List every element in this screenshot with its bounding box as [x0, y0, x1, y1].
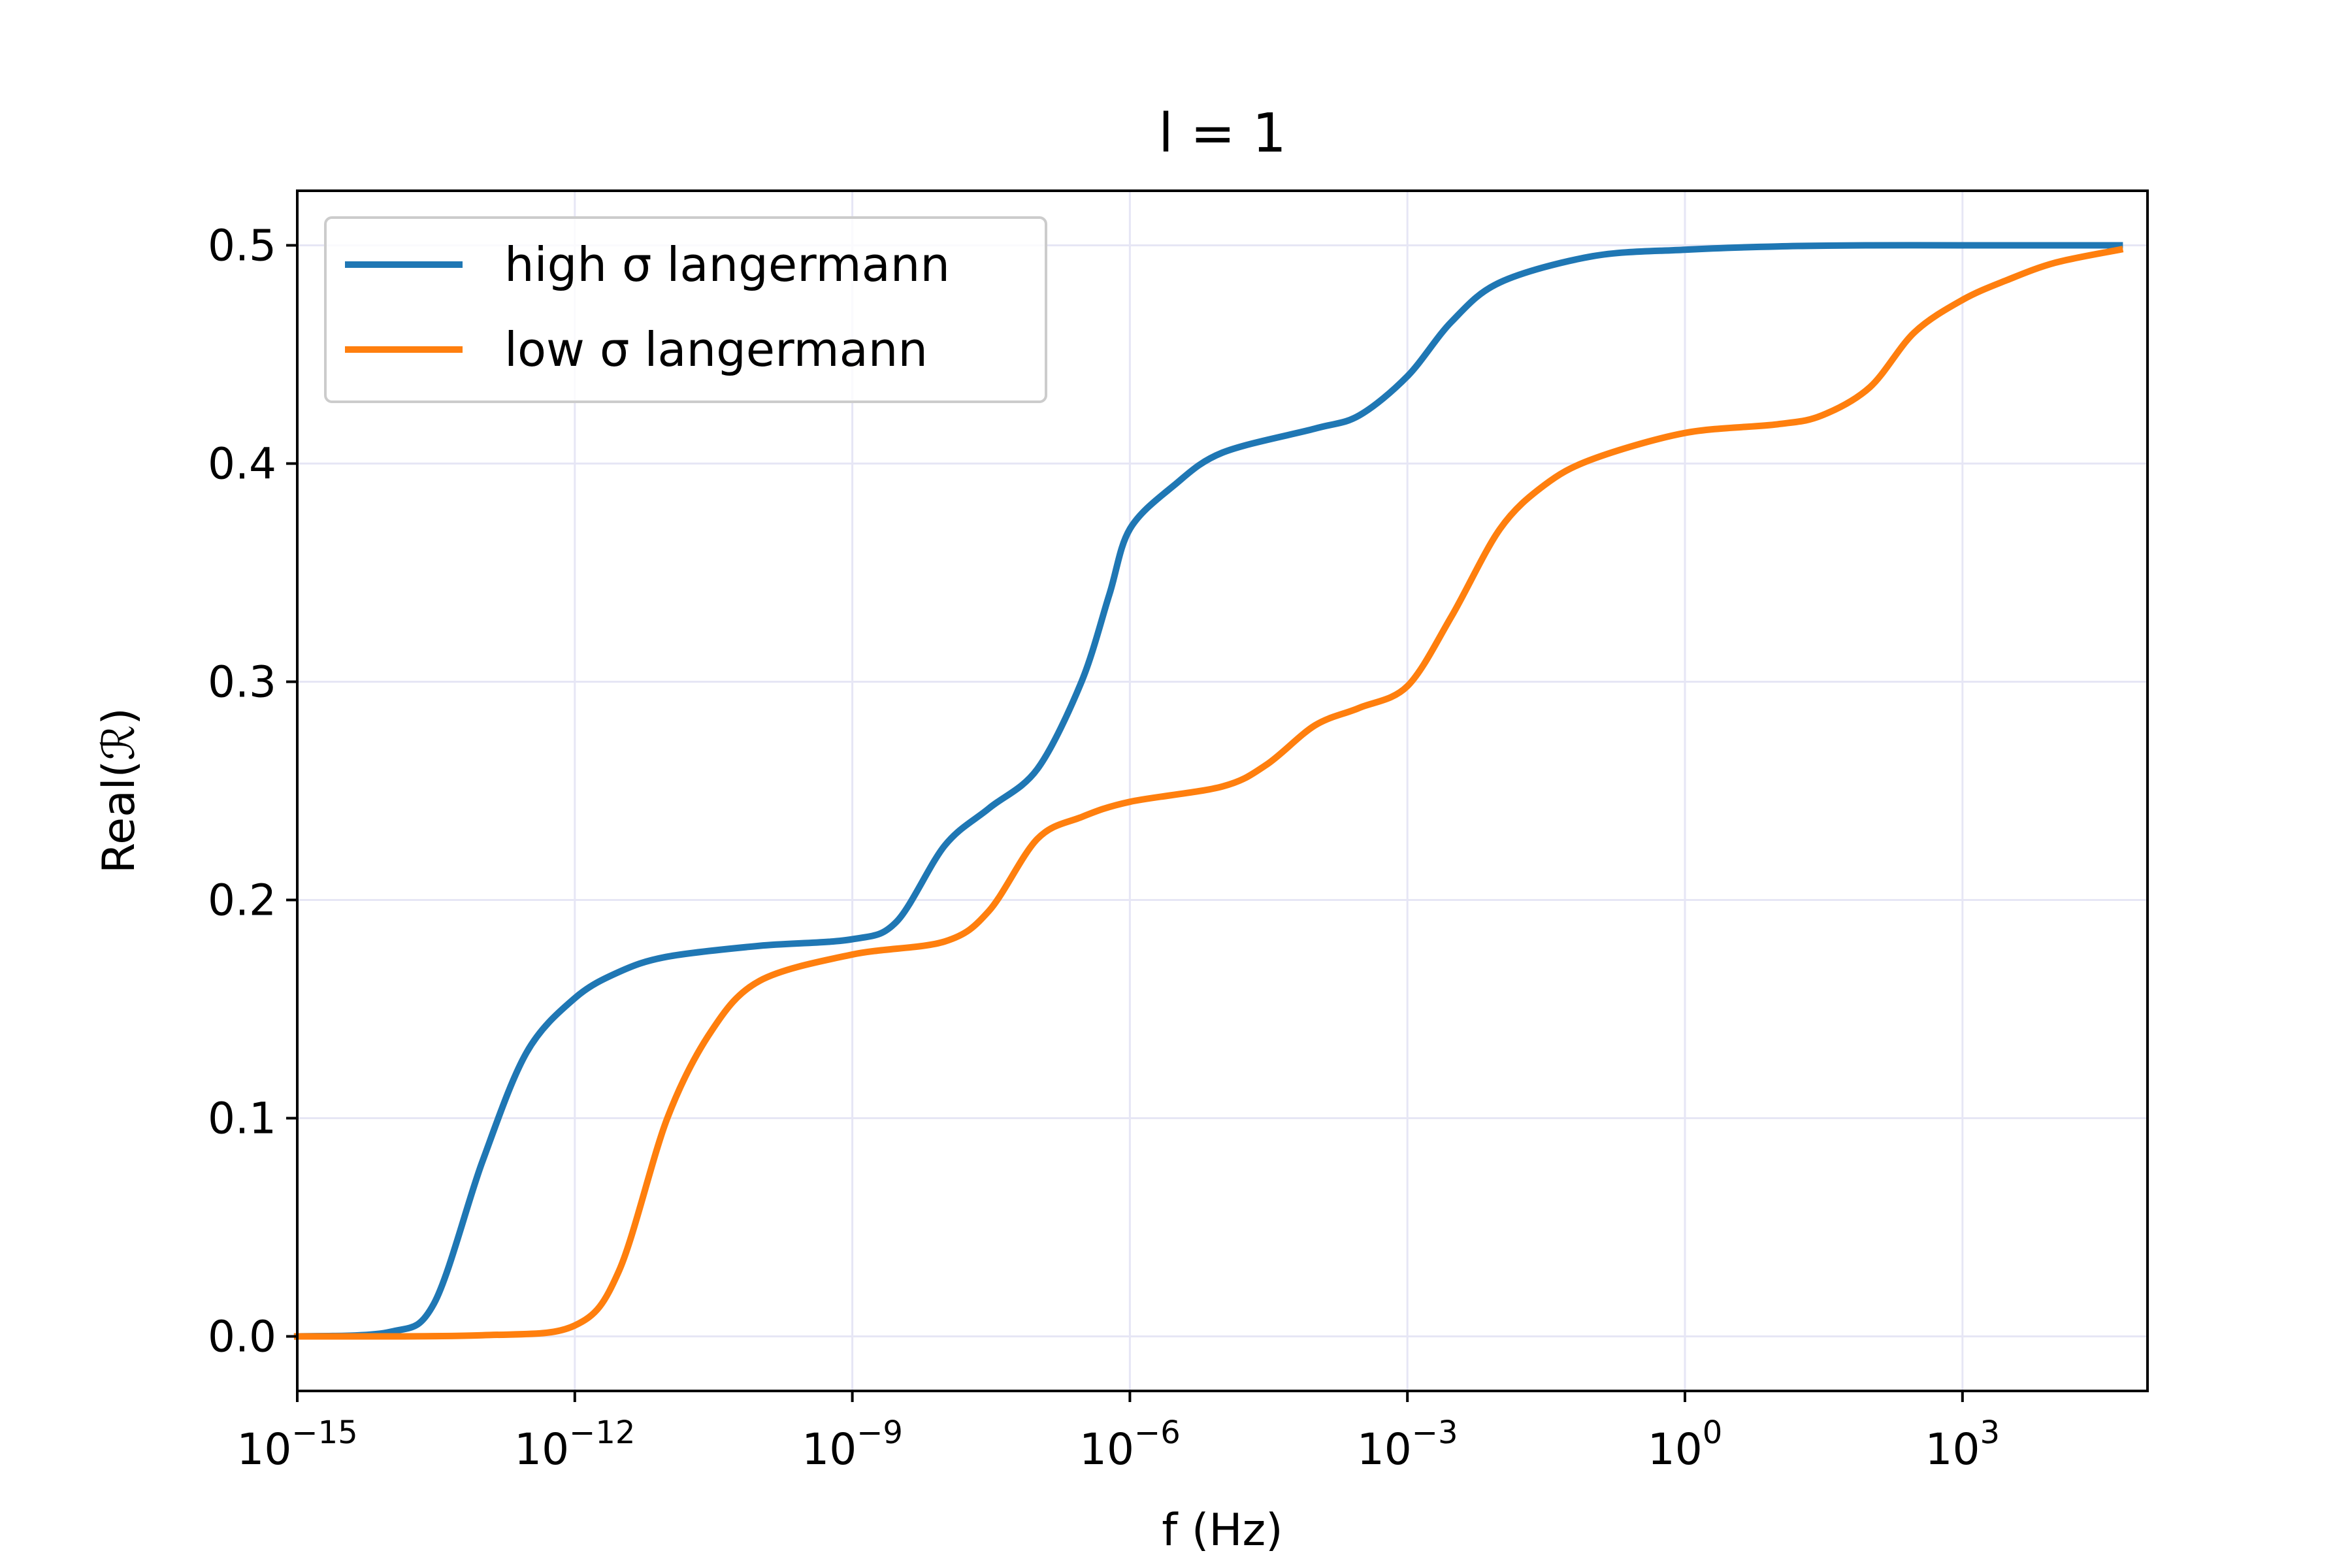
- x-tick-label-base: 10: [1079, 1424, 1134, 1475]
- y-tick-label: 0.1: [208, 1094, 276, 1144]
- x-tick-label: 10−3: [1357, 1414, 1458, 1475]
- x-axis-title: f (Hz): [1162, 1505, 1282, 1556]
- x-tick-label-exponent: −15: [291, 1414, 357, 1451]
- legend: high σ langermann low σ langermann: [324, 216, 1047, 403]
- series-line-0: [293, 242, 2123, 1340]
- x-tick-label: 10−15: [237, 1414, 357, 1475]
- plot-frame: [296, 189, 2149, 1392]
- x-tick-label-exponent: −12: [569, 1414, 635, 1451]
- y-tick-label: 0.0: [208, 1312, 276, 1362]
- chart-title: l = 1: [1158, 103, 1286, 165]
- x-tick-label-base: 10: [237, 1424, 291, 1475]
- x-tick-label-base: 10: [802, 1424, 857, 1475]
- x-tick-label-exponent: −9: [857, 1414, 903, 1451]
- y-tick-label: 0.4: [208, 439, 276, 489]
- legend-box: [324, 216, 1047, 403]
- x-tick-label-base: 10: [514, 1424, 569, 1475]
- x-tick-label: 10−6: [1079, 1414, 1181, 1475]
- x-tick-label-base: 10: [1357, 1424, 1412, 1475]
- legend-label-high-sigma: high σ langermann: [504, 237, 950, 292]
- y-tick-label: 0.3: [208, 657, 276, 708]
- series-line-1: [293, 246, 2124, 1340]
- x-tick-label: 103: [1925, 1414, 2001, 1475]
- y-tick-label: 0.5: [208, 221, 276, 271]
- y-tick-label: 0.2: [208, 875, 276, 926]
- x-tick-label: 10−9: [802, 1414, 903, 1475]
- x-tick-label: 100: [1648, 1414, 1723, 1475]
- y-axis-ticks: 0.0 0.1 0.2 0.3 0.4 0.5: [208, 221, 297, 1362]
- x-tick-label-base: 10: [1925, 1424, 1980, 1475]
- x-tick-label: 10−12: [514, 1414, 635, 1475]
- x-tick-label-exponent: −3: [1412, 1414, 1458, 1451]
- x-axis-ticks: 10−15 10−12 10−9 10−6 10−3 100 103: [237, 1391, 2000, 1475]
- x-tick-label-base: 10: [1648, 1424, 1703, 1475]
- legend-label-low-sigma: low σ langermann: [504, 322, 928, 377]
- x-tick-label-exponent: 3: [1980, 1414, 2001, 1451]
- y-axis-title: Real(ℛ): [93, 708, 145, 874]
- series-lines: [293, 242, 2124, 1340]
- x-tick-label-exponent: −6: [1134, 1414, 1181, 1451]
- x-tick-label-exponent: 0: [1703, 1414, 1723, 1451]
